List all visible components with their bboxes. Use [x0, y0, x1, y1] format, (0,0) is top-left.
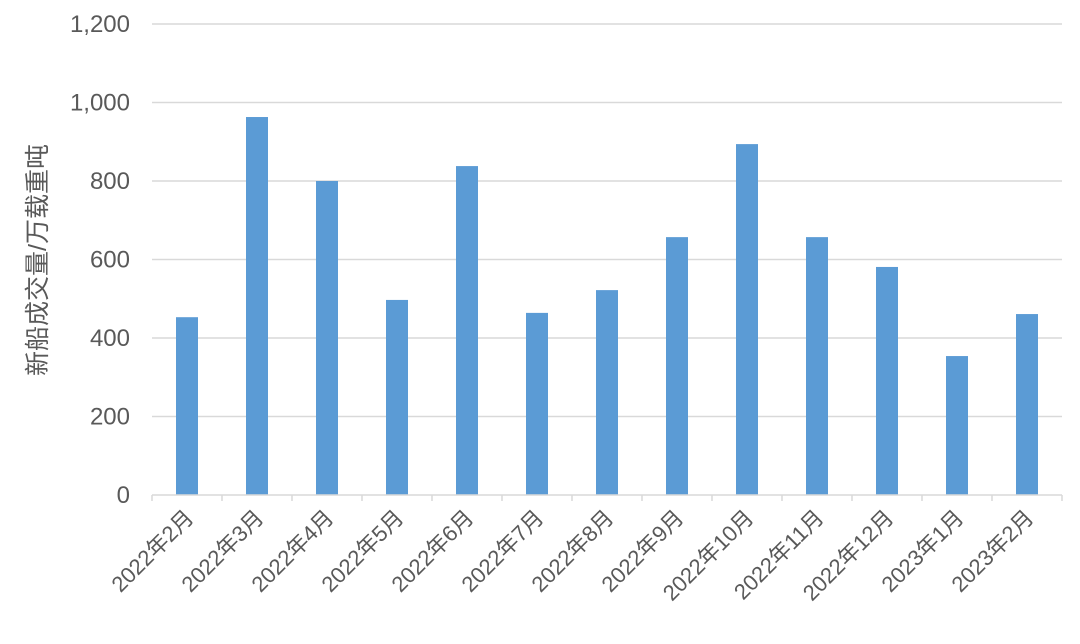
bar	[316, 181, 338, 495]
y-tick-label: 400	[90, 325, 130, 352]
y-tick-label: 1,000	[70, 90, 130, 117]
x-axis	[151, 494, 1063, 501]
y-tick-label: 600	[90, 247, 130, 274]
y-tick-label: 800	[90, 168, 130, 195]
bar	[386, 299, 408, 495]
bar	[666, 237, 688, 495]
bar	[736, 144, 758, 496]
bar	[526, 312, 548, 495]
bar	[806, 237, 828, 495]
bar	[456, 166, 478, 495]
bars	[176, 117, 1038, 496]
bar	[876, 266, 898, 495]
y-axis-label: 新船成交量/万载重吨	[24, 144, 52, 376]
bar	[176, 317, 198, 495]
gridlines	[152, 23, 1062, 418]
y-tick-label: 200	[90, 404, 130, 431]
bar	[1016, 314, 1038, 495]
y-tick-labels: 0 200 400 600 800 1,000 1,200	[70, 11, 130, 509]
bar	[246, 117, 268, 496]
bar	[596, 290, 618, 495]
x-tick-labels: 2022年2月2022年3月2022年4月2022年5月2022年6月2022年…	[106, 505, 1038, 606]
y-tick-label: 1,200	[70, 11, 130, 38]
y-tick-label: 0	[117, 482, 130, 509]
bar	[946, 356, 968, 495]
